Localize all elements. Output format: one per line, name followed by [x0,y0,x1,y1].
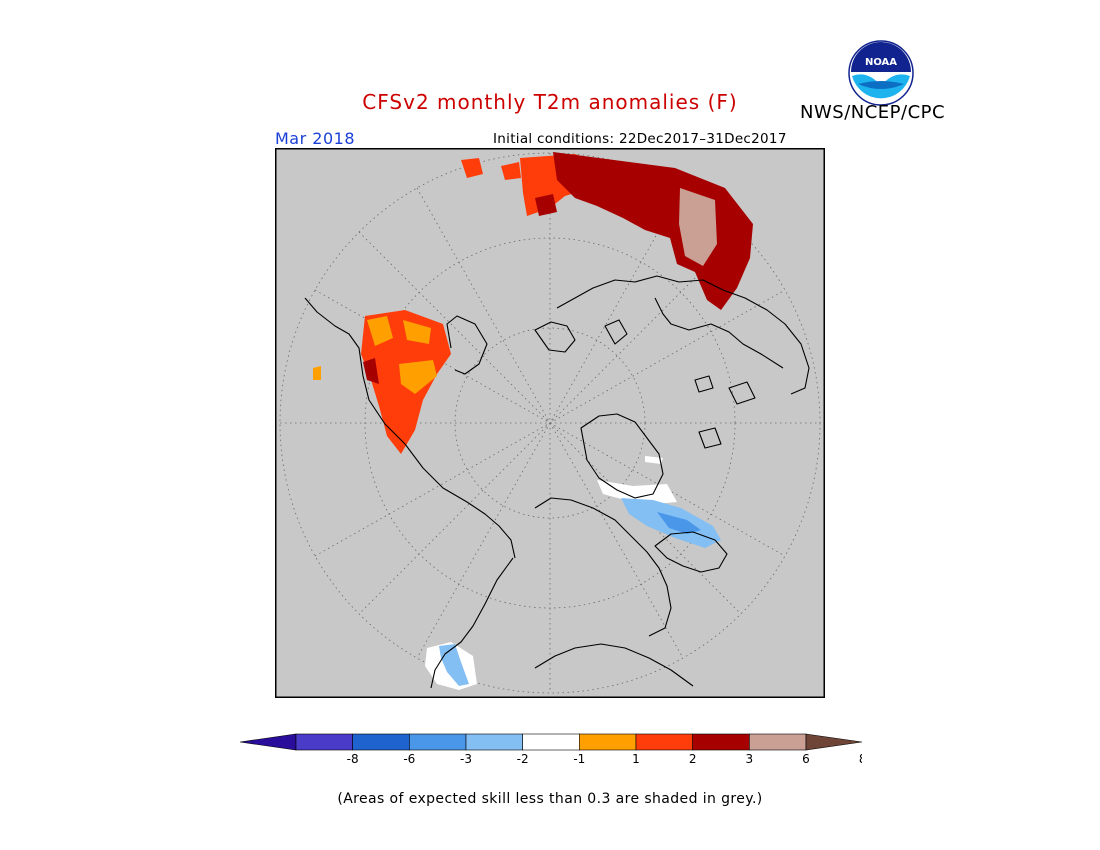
colorbar-arrow-high [805,733,862,751]
coastline-canada-islands [728,381,756,405]
anomaly-area-us [439,644,469,686]
map-title: CFSv2 monthly T2m anomalies (F) [362,90,738,114]
colorbar-arrow-low [240,733,297,751]
colorbar-segment [352,733,410,751]
graticule [279,152,821,694]
coastline-north-america [534,643,694,687]
noaa-logo: NOAA [848,40,914,106]
anomaly-area-asia [461,158,483,178]
colorbar-tick-label: -8 [347,752,359,766]
skill-footnote: (Areas of expected skill less than 0.3 a… [337,791,763,807]
meridian-line [314,289,786,557]
colorbar-tick-label: -3 [460,752,472,766]
colorbar-tick-label: 2 [689,752,697,766]
noaa-logo-text: NOAA [865,57,897,68]
coastline-arctic-islands [604,319,628,345]
colorbar-segment [465,733,523,751]
anomaly-area-europe [367,316,393,346]
coastline-asia-east [654,297,784,369]
anomaly-area-europe [363,358,379,384]
anomaly-area-asia [501,162,521,180]
colorbar-tick-label: -6 [403,752,415,766]
coastline-greenland [580,413,664,499]
colorbar-segment [579,733,637,751]
anomaly-area-canada [657,512,701,534]
anomaly-area-asia [553,152,753,310]
coastline-alaska [430,557,514,689]
colorbar-segment [409,733,467,751]
anomaly-area-europe [403,320,431,344]
coastline-canada-islands [694,375,714,393]
latitude-circle-outer [279,152,821,694]
coastline-arctic-islands [534,321,576,353]
colorbar-segment [692,733,750,751]
colorbar-segment [522,733,580,751]
anomaly-area-asia [679,188,717,266]
coastlines [304,275,810,689]
org-label: NWS/NCEP/CPC [800,102,946,123]
colorbar-tick-label: -1 [573,752,585,766]
anomaly-area-europe [313,366,321,380]
colorbar-tick-label: -2 [517,752,529,766]
colorbar-tick-label: 1 [632,752,640,766]
colorbar-tick-label: 3 [746,752,754,766]
anomaly-area-europe [399,360,437,394]
coastline-scandinavia [446,315,488,375]
anomaly-area-canada [645,456,663,464]
anomaly-shading [313,152,753,690]
initial-conditions: Initial conditions: 22Dec2017–31Dec2017 [493,131,787,147]
anomaly-area-asia [535,194,557,216]
coastline-eurasia [556,275,810,395]
colorbar: -8 -6 -3 -2 -1 1 2 3 6 8 [240,733,862,766]
colorbar-segment [295,733,353,751]
coastline-canada-islands [698,427,722,449]
coastline-canada [534,497,672,637]
colorbar-tick-label: 8 [859,752,862,766]
colorbar-tick-label: 6 [802,752,810,766]
coastline-europe [304,297,516,559]
forecast-month: Mar 2018 [275,129,355,148]
colorbar-segment [635,733,693,751]
polar-map [275,148,825,698]
map-border [275,148,825,698]
coastline-hudson-bay [654,531,728,573]
colorbar-segment [749,733,807,751]
